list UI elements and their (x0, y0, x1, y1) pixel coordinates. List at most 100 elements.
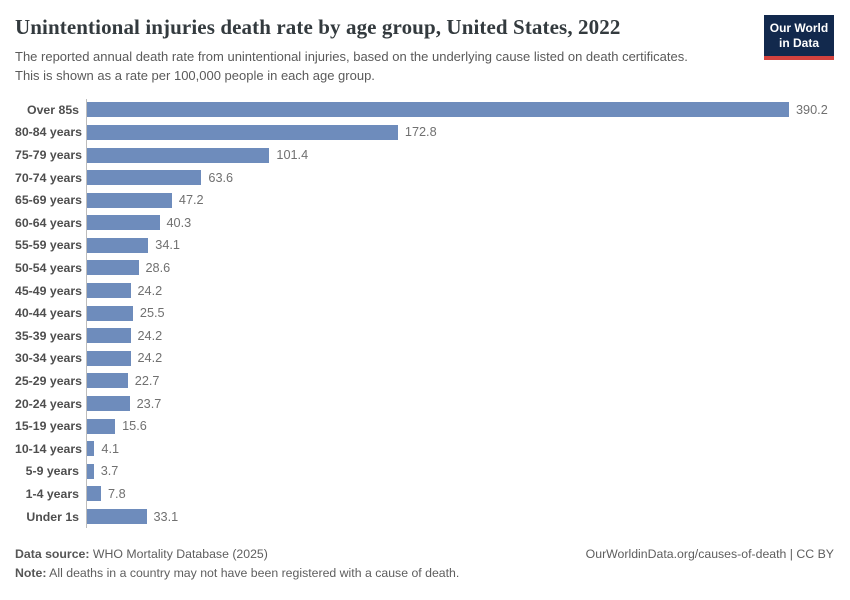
bar-row: 5-9 years 3.7 (15, 460, 834, 483)
bar[interactable] (87, 305, 133, 321)
category-label: 1-4 years (25, 486, 79, 501)
owid-logo[interactable]: Our World in Data (764, 15, 834, 60)
attribution-link[interactable]: OurWorldinData.org/causes-of-death | CC … (585, 546, 834, 561)
value-label: 34.1 (155, 238, 180, 253)
category-label: 65-69 years (15, 193, 83, 208)
chart-title: Unintentional injuries death rate by age… (15, 15, 621, 39)
bar[interactable] (87, 373, 128, 389)
value-label: 33.1 (153, 509, 179, 524)
bar-track: 101.4 (86, 143, 834, 167)
bar[interactable] (87, 486, 101, 502)
bar-track: 172.8 (86, 121, 834, 144)
bar[interactable] (87, 260, 139, 276)
category-label: 45-49 years (15, 283, 83, 298)
value-label: 3.7 (100, 464, 119, 479)
value-label: 7.8 (108, 486, 126, 501)
bar[interactable] (87, 215, 160, 231)
bar-track: 63.6 (86, 166, 834, 189)
bar-track: 23.7 (86, 392, 834, 415)
bar-track: 47.2 (86, 188, 834, 212)
owid-logo-line2: in Data (778, 35, 819, 50)
value-label: 24.2 (137, 283, 163, 298)
bar-track: 4.1 (86, 437, 834, 461)
bar-track: 390.2 (86, 98, 834, 122)
value-label: 172.8 (404, 125, 437, 140)
bar-row: 25-29 years 22.7 (15, 369, 834, 393)
bar[interactable] (87, 192, 172, 208)
bar-track: 34.1 (86, 234, 834, 257)
value-label: 40.3 (166, 215, 192, 230)
category-label: 35-39 years (15, 328, 83, 343)
category-label: 10-14 years (15, 441, 83, 456)
bar[interactable] (87, 418, 116, 434)
value-label: 63.6 (208, 170, 234, 185)
bar-row: Under 1s 33.1 (15, 505, 834, 528)
bar[interactable] (87, 147, 270, 163)
footer-source-note: Data source: WHO Mortality Database (202… (15, 545, 459, 584)
bar-row: Over 85s 390.2 (15, 98, 834, 122)
bar-row: 80-84 years 172.8 (15, 121, 834, 144)
bar-row: 50-54 years 28.6 (15, 256, 834, 280)
title-block: Unintentional injuries death rate by age… (15, 14, 752, 86)
value-label: 4.1 (101, 441, 120, 456)
bar-row: 35-39 years 24.2 (15, 324, 834, 348)
bar-row: 65-69 years 47.2 (15, 188, 834, 212)
owid-logo-line1: Our World (769, 21, 829, 36)
bar-row: 10-14 years 4.1 (15, 437, 834, 461)
value-label: 28.6 (145, 260, 171, 275)
bar[interactable] (87, 396, 130, 412)
category-label: 70-74 years (15, 170, 83, 185)
category-label: 15-19 years (15, 419, 83, 434)
bar-row: 20-24 years 23.7 (15, 392, 834, 415)
bar-track: 28.6 (86, 256, 834, 280)
value-label: 22.7 (134, 373, 160, 388)
bar-row: 30-34 years 24.2 (15, 347, 834, 370)
value-label: 101.4 (276, 148, 309, 162)
bar-row: 15-19 years 15.6 (15, 414, 834, 438)
bar-track: 7.8 (86, 482, 834, 506)
category-label: 40-44 years (15, 306, 83, 321)
category-label: Under 1s (26, 509, 79, 524)
value-label: 15.6 (122, 419, 147, 434)
header: Unintentional injuries death rate by age… (15, 14, 834, 86)
category-label: 30-34 years (15, 351, 83, 366)
category-label: 25-29 years (15, 373, 83, 388)
bar[interactable] (87, 509, 147, 524)
bar-track: 3.7 (86, 460, 834, 483)
bar-track: 22.7 (86, 369, 834, 393)
note-line: Note: All deaths in a country may not ha… (15, 564, 459, 584)
bar[interactable] (87, 441, 95, 457)
category-label: 60-64 years (15, 215, 83, 230)
value-label: 390.2 (796, 102, 828, 117)
bar-row: 1-4 years 7.8 (15, 482, 834, 506)
value-label: 24.2 (137, 351, 163, 366)
bar-chart: Over 85s 390.2 80-84 years 172.8 75-79 years… (15, 98, 834, 528)
bar[interactable] (87, 170, 202, 186)
bar[interactable] (87, 463, 94, 479)
bar-row: 75-79 years 101.4 (15, 143, 834, 167)
bar[interactable] (87, 102, 789, 118)
category-label: 55-59 years (15, 238, 83, 253)
data-source-line: Data source: WHO Mortality Database (202… (15, 545, 459, 565)
bar[interactable] (87, 328, 131, 344)
bar-track: 24.2 (86, 324, 834, 348)
category-label: 80-84 years (15, 125, 83, 140)
category-label: 75-79 years (15, 148, 83, 162)
chart-subtitle: The reported annual death rate from unin… (15, 49, 688, 84)
bar[interactable] (87, 283, 131, 299)
bar-track: 24.2 (86, 347, 834, 370)
bar[interactable] (87, 124, 398, 140)
category-label: 50-54 years (15, 260, 83, 275)
value-label: 25.5 (139, 306, 165, 321)
bar-row: 55-59 years 34.1 (15, 234, 834, 257)
category-label: 20-24 years (15, 396, 83, 411)
footer: Data source: WHO Mortality Database (202… (15, 545, 834, 584)
bar[interactable] (87, 350, 131, 366)
bar-row: 45-49 years 24.2 (15, 279, 834, 302)
data-source-text: WHO Mortality Database (2025) (89, 546, 268, 561)
category-label: Over 85s (27, 102, 79, 117)
category-label: 5-9 years (25, 464, 79, 479)
value-label: 23.7 (136, 396, 162, 411)
bar[interactable] (87, 237, 149, 253)
